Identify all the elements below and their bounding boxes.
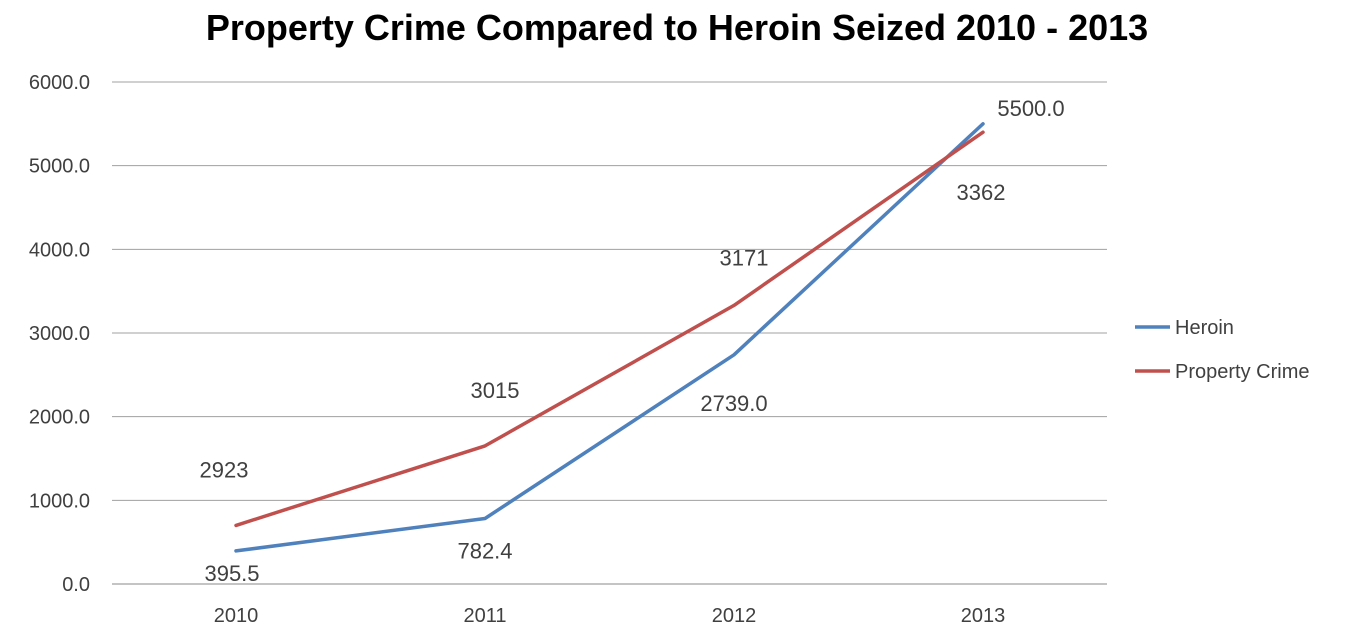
y-axis: 0.0 1000.0 2000.0 3000.0 4000.0 5000.0 6000.0 <box>29 72 90 596</box>
series-line-heroin <box>234 122 985 553</box>
data-label: 5500.0 <box>997 96 1064 121</box>
legend-label: Property Crime <box>1175 361 1309 383</box>
x-tick-label: 2012 <box>712 605 757 627</box>
chart-title: Property Crime Compared to Heroin Seized… <box>206 7 1148 48</box>
series-line-property-crime <box>234 130 985 528</box>
y-tick-label: 0.0 <box>62 574 90 596</box>
data-label: 2739.0 <box>700 391 767 416</box>
grid-layer <box>112 81 1107 585</box>
series-layer <box>234 122 985 553</box>
x-tick-label: 2011 <box>463 605 506 627</box>
y-tick-label: 3000.0 <box>29 323 90 345</box>
data-label: 3015 <box>471 378 520 403</box>
x-tick-label: 2013 <box>961 605 1006 627</box>
data-label: 3171 <box>720 245 769 270</box>
x-axis: 2010 2011 2012 2013 <box>214 605 1006 627</box>
data-label: 782.4 <box>457 539 512 564</box>
y-tick-label: 5000.0 <box>29 156 90 178</box>
y-tick-label: 4000.0 <box>29 239 90 261</box>
legend: Heroin Property Crime <box>1135 317 1309 383</box>
y-tick-label: 6000.0 <box>29 72 90 94</box>
legend-label: Heroin <box>1175 317 1234 339</box>
x-tick-label: 2010 <box>214 605 259 627</box>
data-label: 2923 <box>200 457 249 482</box>
y-tick-label: 1000.0 <box>29 490 90 512</box>
data-labels: 395.5 782.4 2739.0 5500.0 2923 3015 3171 3362 <box>200 96 1065 586</box>
y-tick-label: 2000.0 <box>29 407 90 429</box>
data-label: 395.5 <box>204 561 259 586</box>
data-label: 3362 <box>957 180 1006 205</box>
